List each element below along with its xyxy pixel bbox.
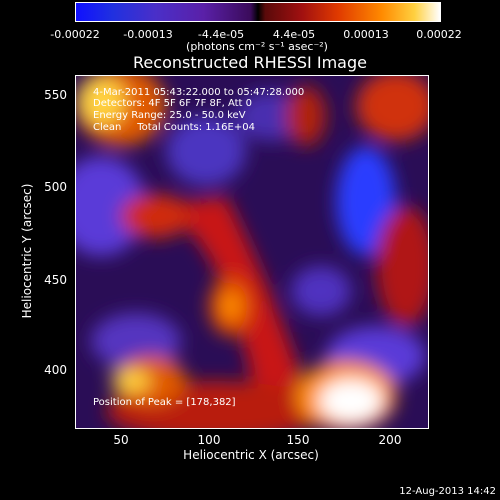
y-tick-label: 500 bbox=[44, 180, 67, 194]
colorbar-tick: -0.00022 bbox=[50, 28, 100, 41]
rhessi-image-plot bbox=[75, 75, 429, 429]
x-tick-label: 100 bbox=[197, 433, 221, 447]
x-tick-label: 50 bbox=[113, 433, 129, 447]
observation-time: 4-Mar-2011 05:43:22.000 to 05:47:28.000 bbox=[93, 87, 305, 98]
colorbar-tick: 0.00022 bbox=[416, 28, 462, 41]
energy-range: Energy Range: 25.0 - 50.0 keV bbox=[93, 110, 246, 121]
detectors-info: Detectors: 4F 5F 6F 7F 8F, Att 0 bbox=[93, 98, 253, 109]
colorbar bbox=[75, 2, 441, 22]
y-tick-label: 550 bbox=[44, 88, 67, 102]
plot-title: Reconstructed RHESSI Image bbox=[133, 53, 367, 72]
peak-position: Position of Peak = [178,382] bbox=[93, 397, 236, 408]
y-tick-label: 400 bbox=[44, 363, 67, 377]
colorbar-units: (photons cm⁻² s⁻¹ asec⁻²) bbox=[186, 40, 328, 53]
x-axis-label: Heliocentric X (arcsec) bbox=[183, 448, 319, 462]
render-timestamp: 12-Aug-2013 14:42 bbox=[399, 486, 496, 497]
clean-counts: Clean Total Counts: 1.16E+04 bbox=[93, 122, 255, 133]
colorbar-tick: 4.4e-05 bbox=[272, 28, 316, 41]
y-tick-label: 450 bbox=[44, 273, 67, 287]
colorbar-tick: -0.00013 bbox=[123, 28, 173, 41]
x-tick-label: 150 bbox=[286, 433, 310, 447]
y-axis-label: Heliocentric Y (arcsec) bbox=[20, 183, 34, 319]
colorbar-tick: -4.4e-05 bbox=[197, 28, 245, 41]
colorbar-tick: 0.00013 bbox=[343, 28, 389, 41]
rhessi-image bbox=[76, 76, 428, 428]
x-tick-label: 200 bbox=[378, 433, 402, 447]
